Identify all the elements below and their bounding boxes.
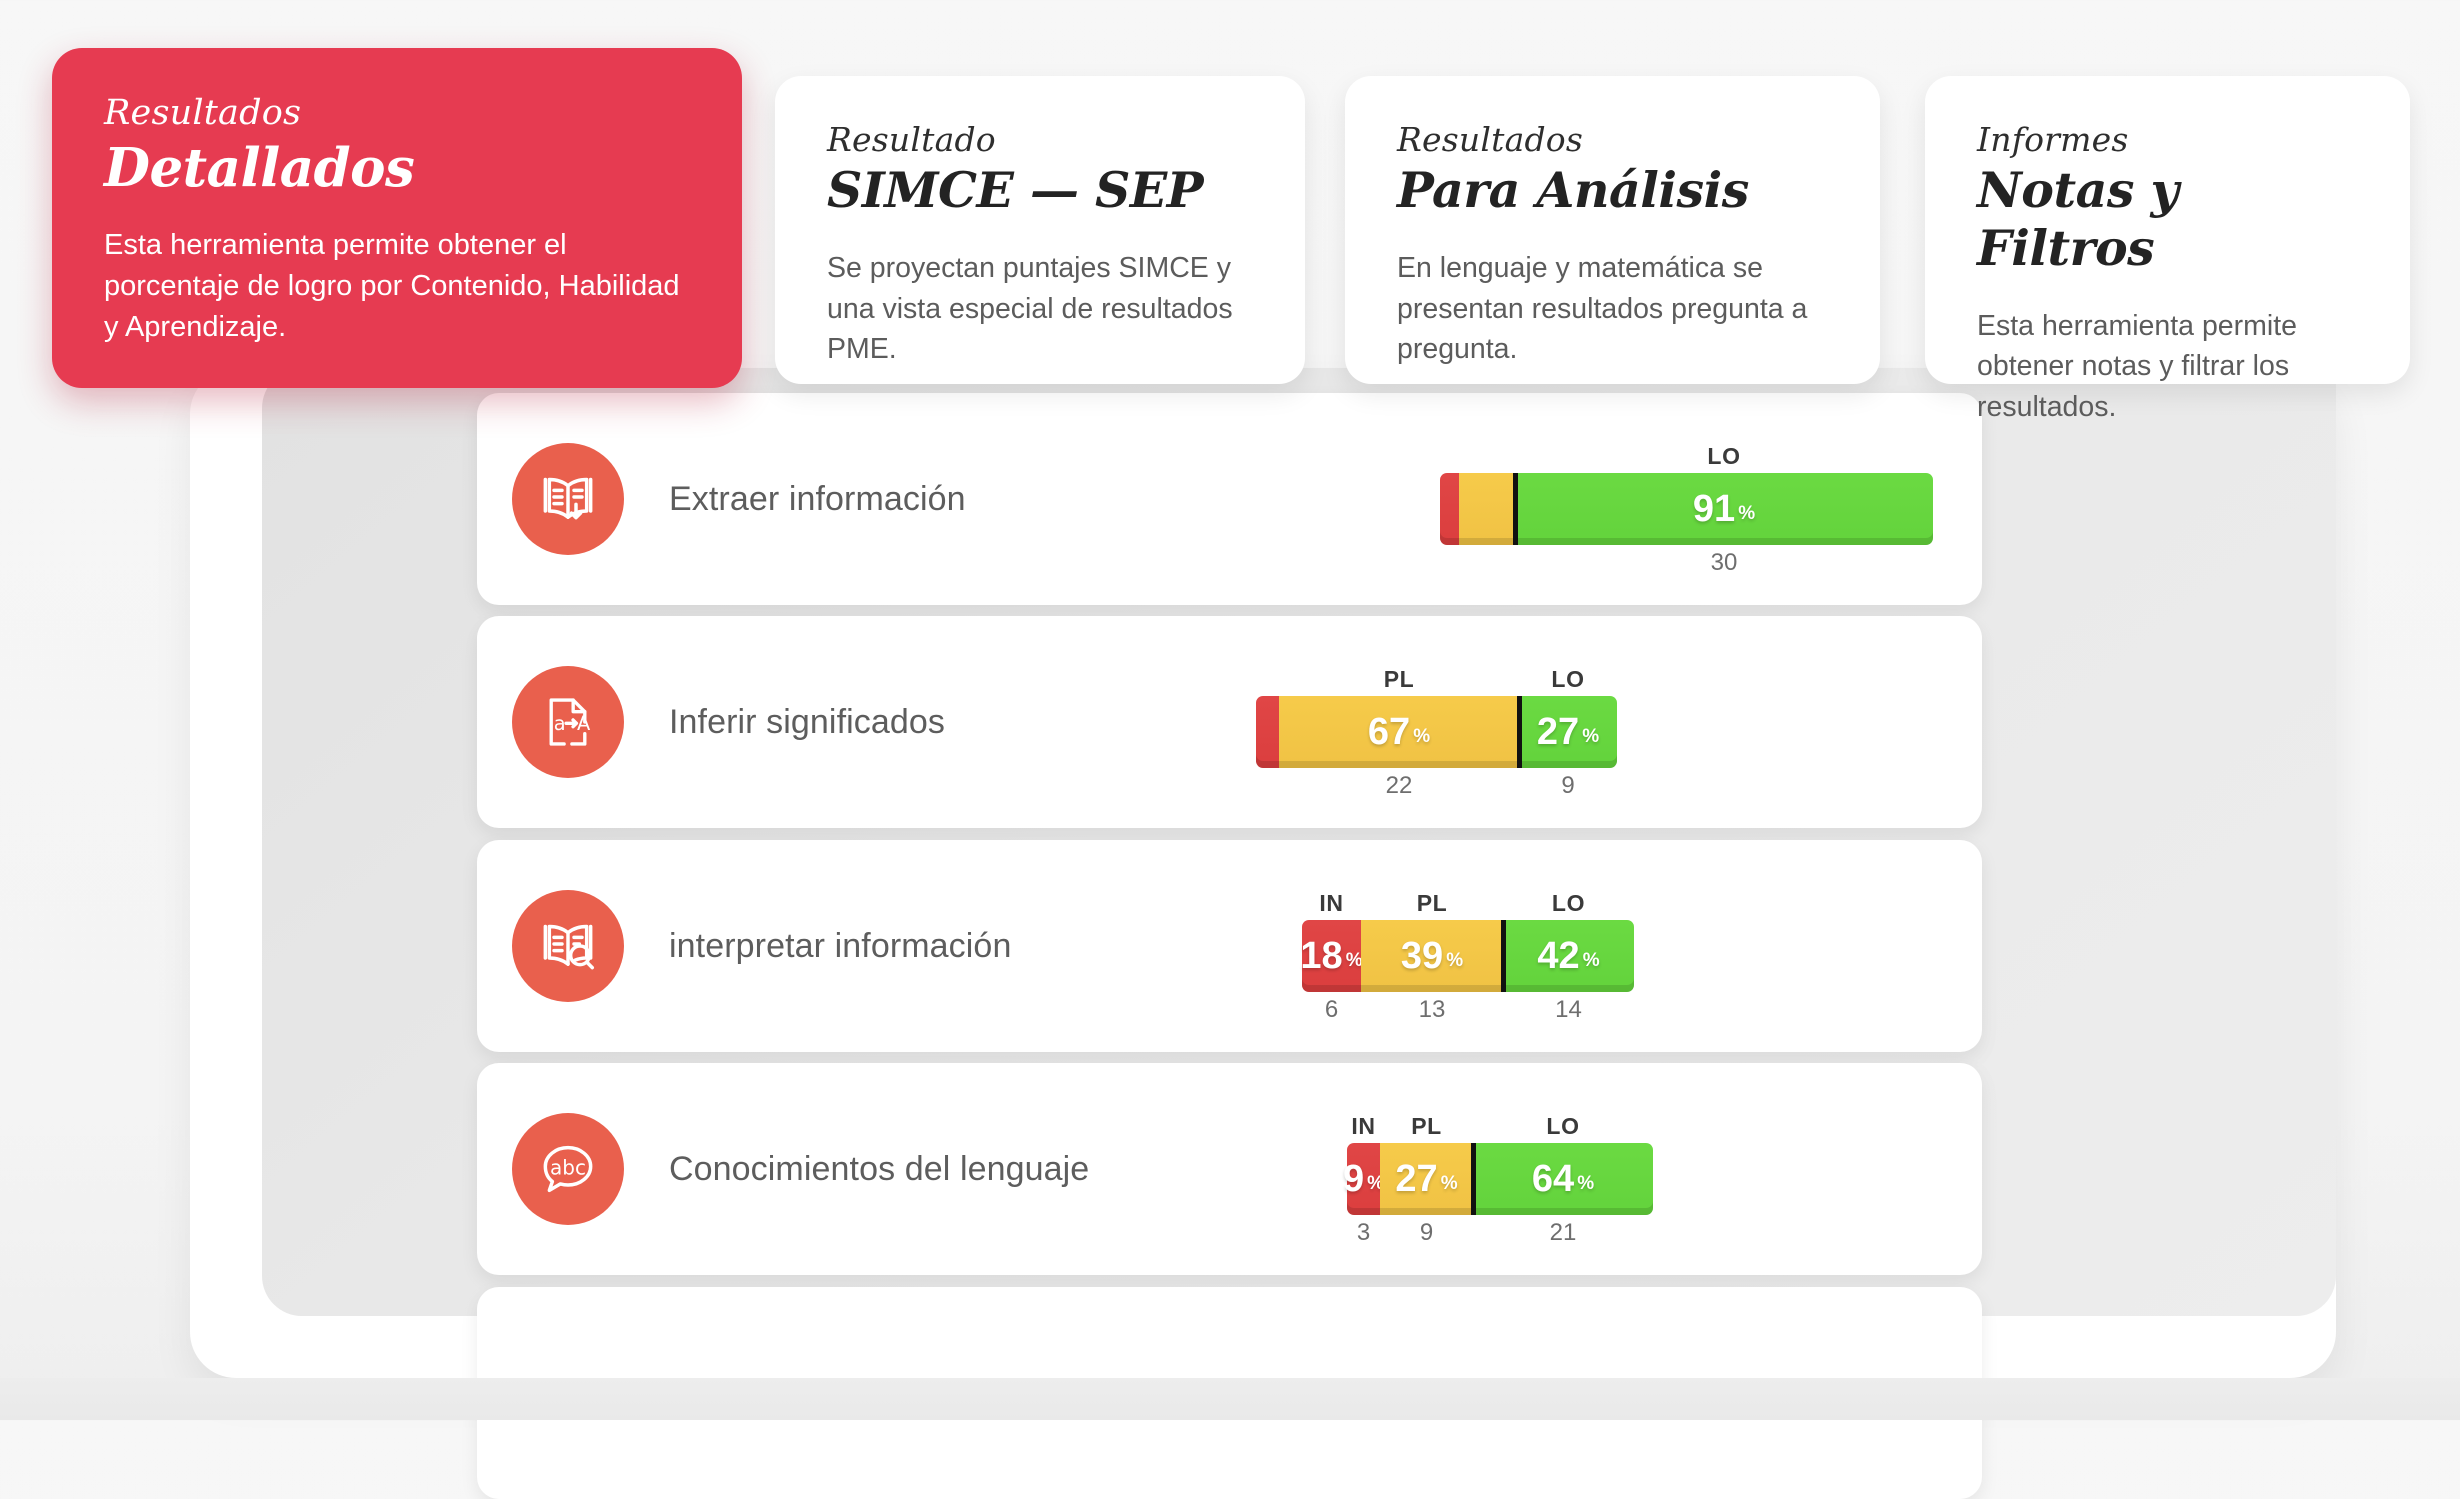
achievement-segment-lo[interactable]: 91%: [1515, 473, 1933, 545]
achievement-segment-pl[interactable]: [1459, 473, 1515, 545]
feature-card-kicker: Resultado: [827, 120, 996, 159]
feature-card-body: Se proyectan puntajes SIMCE y una vista …: [827, 252, 1233, 366]
feature-card-title: Detallados: [104, 136, 415, 199]
segment-count-label: 9: [1561, 772, 1575, 799]
achievement-segment-in[interactable]: [1440, 473, 1459, 545]
svg-text:A: A: [577, 712, 591, 735]
pl-lo-divider: [1517, 696, 1522, 768]
result-row[interactable]: abc Conocimientos del lenguaje 9% 27% 64% IN 3…: [477, 1063, 1982, 1275]
segment-level-label: LO: [1546, 1113, 1580, 1139]
pl-lo-divider: [1513, 473, 1518, 545]
percent-sign: %: [1440, 1173, 1458, 1194]
segment-percent-value: 64: [1531, 1157, 1575, 1200]
app-stage: Extraer información 91% LO 30 a A Inferir sign…: [0, 0, 2460, 1420]
feature-card-3[interactable]: Informes Notas y Filtros Esta herramienta …: [1925, 76, 2410, 423]
result-row-label: Extraer información: [669, 479, 966, 518]
segment-percent-value: 67: [1367, 710, 1411, 753]
result-row-label: Inferir significados: [669, 702, 946, 741]
feature-card-list: Resultados Detallados Esta herramienta per…: [0, 0, 2460, 423]
feature-card-kicker: Resultados: [1397, 120, 1583, 159]
segment-level-label: PL: [1411, 1113, 1442, 1139]
segment-percent-value: 27: [1536, 710, 1580, 753]
achievement-bar-track: 67% 27%: [1256, 696, 1617, 768]
segment-level-label: PL: [1383, 666, 1415, 692]
feature-card-kicker: Resultados: [104, 93, 302, 133]
segment-level-label: PL: [1416, 890, 1448, 916]
achievement-segment-lo[interactable]: 27%: [1519, 696, 1617, 768]
segment-level-label: IN: [1351, 1113, 1376, 1139]
segment-count-label: 3: [1356, 1219, 1371, 1246]
feature-card-0[interactable]: Resultados Detallados Esta herramienta per…: [52, 48, 742, 388]
achievement-bar: 18% 39% 42% IN 6 PL 13 LO 14: [1300, 890, 1644, 1023]
feature-card-2[interactable]: Resultados Para Análisis En lenguaje y mat…: [1345, 76, 1880, 384]
result-row[interactable]: interpretar información 18% 39% 42% IN 6 PL 13 L…: [477, 840, 1982, 1052]
achievement-bar: 9% 27% 64% IN 3 PL 9 LO 21: [1343, 1113, 1663, 1246]
page-bottom-fade: [0, 1378, 2460, 1420]
segment-level-label: IN: [1319, 890, 1344, 916]
achievement-segment-in[interactable]: 18%: [1300, 920, 1363, 992]
segment-percent-value: 18: [1300, 934, 1343, 977]
feature-card-title: Para Análisis: [1397, 161, 1749, 220]
achievement-bar: 91% LO 30: [1440, 443, 1943, 576]
percent-sign: %: [1345, 950, 1363, 971]
achievement-bar-track: 91%: [1440, 473, 1933, 545]
achievement-segment-in[interactable]: [1256, 696, 1279, 768]
achievement-segment-pl[interactable]: 39%: [1361, 920, 1503, 992]
feature-card-1[interactable]: Resultado SIMCE — SEP Se proyectan puntaje…: [775, 76, 1305, 384]
pl-lo-divider: [1501, 920, 1506, 992]
feature-card-body: En lenguaje y matemática se presentan re…: [1397, 252, 1808, 366]
segment-percent-value: 39: [1400, 934, 1444, 977]
achievement-segment-lo[interactable]: 64%: [1473, 1143, 1653, 1215]
result-row[interactable]: Extraer información 91% LO 30: [477, 393, 1982, 605]
feature-card-body: Esta herramienta permite obtener el porc…: [104, 229, 680, 344]
percent-sign: %: [1582, 726, 1600, 747]
segment-level-label: LO: [1707, 443, 1741, 469]
segment-percent-value: 91: [1692, 487, 1736, 530]
percent-sign: %: [1446, 950, 1464, 971]
book-arrow-down-icon: [512, 443, 624, 555]
pl-lo-divider: [1471, 1143, 1476, 1215]
result-row[interactable]: a A Inferir significados 67% 27% PL 22 LO 9: [477, 616, 1982, 828]
feature-card-body: Esta herramienta permite obtener notas y…: [1977, 309, 2297, 423]
result-row-label: Conocimientos del lenguaje: [669, 1149, 1090, 1188]
feature-card-title: Notas y Filtros: [1977, 161, 2179, 278]
svg-text:a: a: [554, 712, 566, 735]
achievement-bar-track: 9% 27% 64%: [1343, 1143, 1653, 1215]
percent-sign: %: [1738, 503, 1756, 524]
segment-level-label: LO: [1551, 890, 1586, 916]
segment-level-label: LO: [1551, 666, 1585, 692]
achievement-bar: 67% 27% PL 22 LO 9: [1256, 666, 1627, 799]
segment-percent-value: 27: [1395, 1157, 1438, 1200]
achievement-segment-lo[interactable]: 42%: [1503, 920, 1634, 992]
segment-count-label: 6: [1324, 996, 1339, 1023]
achievement-segment-pl[interactable]: 27%: [1380, 1143, 1473, 1215]
percent-sign: %: [1367, 1173, 1385, 1194]
feature-card-kicker: Informes: [1977, 120, 2129, 159]
segment-count-label: 9: [1419, 1219, 1434, 1246]
segment-count-label: 30: [1710, 549, 1738, 576]
book-magnifier-icon: [512, 890, 624, 1002]
segment-percent-value: 42: [1537, 934, 1580, 977]
percent-sign: %: [1577, 1173, 1595, 1194]
achievement-bar-track: 18% 39% 42%: [1300, 920, 1634, 992]
segment-count-label: 14: [1555, 996, 1582, 1023]
feature-card-title: SIMCE — SEP: [827, 161, 1204, 220]
segment-count-label: 13: [1418, 996, 1446, 1023]
percent-sign: %: [1413, 726, 1431, 747]
segment-percent-value: 9: [1342, 1157, 1365, 1200]
segment-count-label: 21: [1549, 1219, 1577, 1246]
segment-count-label: 22: [1385, 772, 1413, 799]
result-row-label: interpretar información: [669, 926, 1012, 965]
svg-text:abc: abc: [550, 1155, 586, 1179]
speech-bubble-abc-icon: abc: [512, 1113, 624, 1225]
achievement-segment-in[interactable]: 9%: [1343, 1143, 1384, 1215]
percent-sign: %: [1582, 950, 1600, 971]
achievement-segment-pl[interactable]: 67%: [1279, 696, 1519, 768]
